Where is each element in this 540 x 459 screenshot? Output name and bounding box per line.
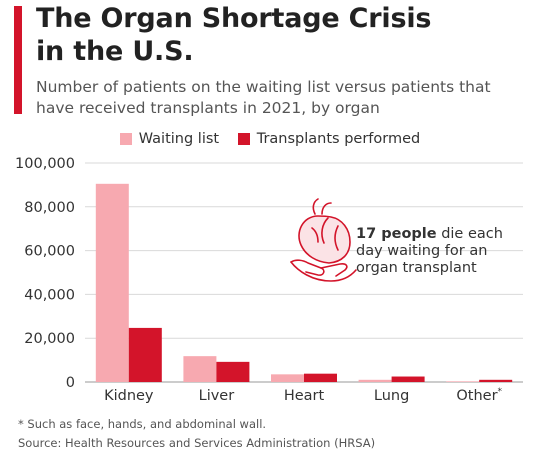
y-tick-label: 0 [66,375,75,391]
bar-transplants-other [479,379,513,382]
chart-legend: Waiting list Transplants performed [0,131,540,149]
chart-subtitle: Number of patients on the waiting list v… [36,77,536,119]
annotation-line-1-rest: die each [437,226,503,242]
y-tick-label: 100,000 [15,156,75,172]
x-axis-ticks: Kidney Liver Heart Lung Other* [104,387,502,404]
legend-label-waiting: Waiting list [138,131,220,147]
x-tick-label: Heart [284,388,325,404]
annotation-line-1: 17 people die each [356,226,503,242]
title-line-2: in the U.S. [36,36,194,67]
legend-label-transplants: Transplants performed [256,131,421,147]
bars [95,183,513,382]
bar-waiting-other [446,381,480,382]
y-axis-ticks: 0 20,000 40,000 60,000 80,000 100,000 [15,156,75,391]
bar-waiting-heart [271,374,304,382]
bar-waiting-liver [183,356,217,382]
bar-transplants-liver [216,361,250,382]
x-tick-label: Other* [456,387,502,404]
legend-swatch-transplants [237,133,250,145]
legend-item-waiting: Waiting list [119,131,220,147]
chart-title: The Organ Shortage Crisis in the U.S. [36,2,431,68]
heart-in-hand-icon [290,198,357,282]
annotation-line-2: day waiting for an [356,243,487,259]
y-tick-label: 60,000 [24,244,75,260]
subtitle-line-2: have received transplants in 2021, by or… [36,99,380,117]
annotation-highlight: 17 people [356,226,437,242]
bar-transplants-heart [304,373,337,382]
legend-item-transplants: Transplants performed [237,131,421,147]
accent-bar [14,6,22,114]
title-line-1: The Organ Shortage Crisis [36,3,432,34]
bar-waiting-lung [358,379,392,382]
x-tick-label: Lung [374,388,409,404]
y-tick-label: 80,000 [24,200,75,216]
x-tick-label: Kidney [104,388,154,404]
source-note: Source: Health Resources and Services Ad… [18,436,376,450]
bar-transplants-lung [391,376,425,382]
bar-transplants-kidney [128,327,162,382]
y-tick-label: 40,000 [24,287,75,303]
footnote: * Such as face, hands, and abdominal wal… [18,417,267,431]
bar-waiting-kidney [95,183,129,382]
annotation-line-3: organ transplant [356,260,477,276]
y-tick-label: 20,000 [24,331,75,347]
x-tick-label: Liver [199,388,235,404]
legend-swatch-waiting [119,133,132,145]
subtitle-line-1: Number of patients on the waiting list v… [36,78,491,96]
